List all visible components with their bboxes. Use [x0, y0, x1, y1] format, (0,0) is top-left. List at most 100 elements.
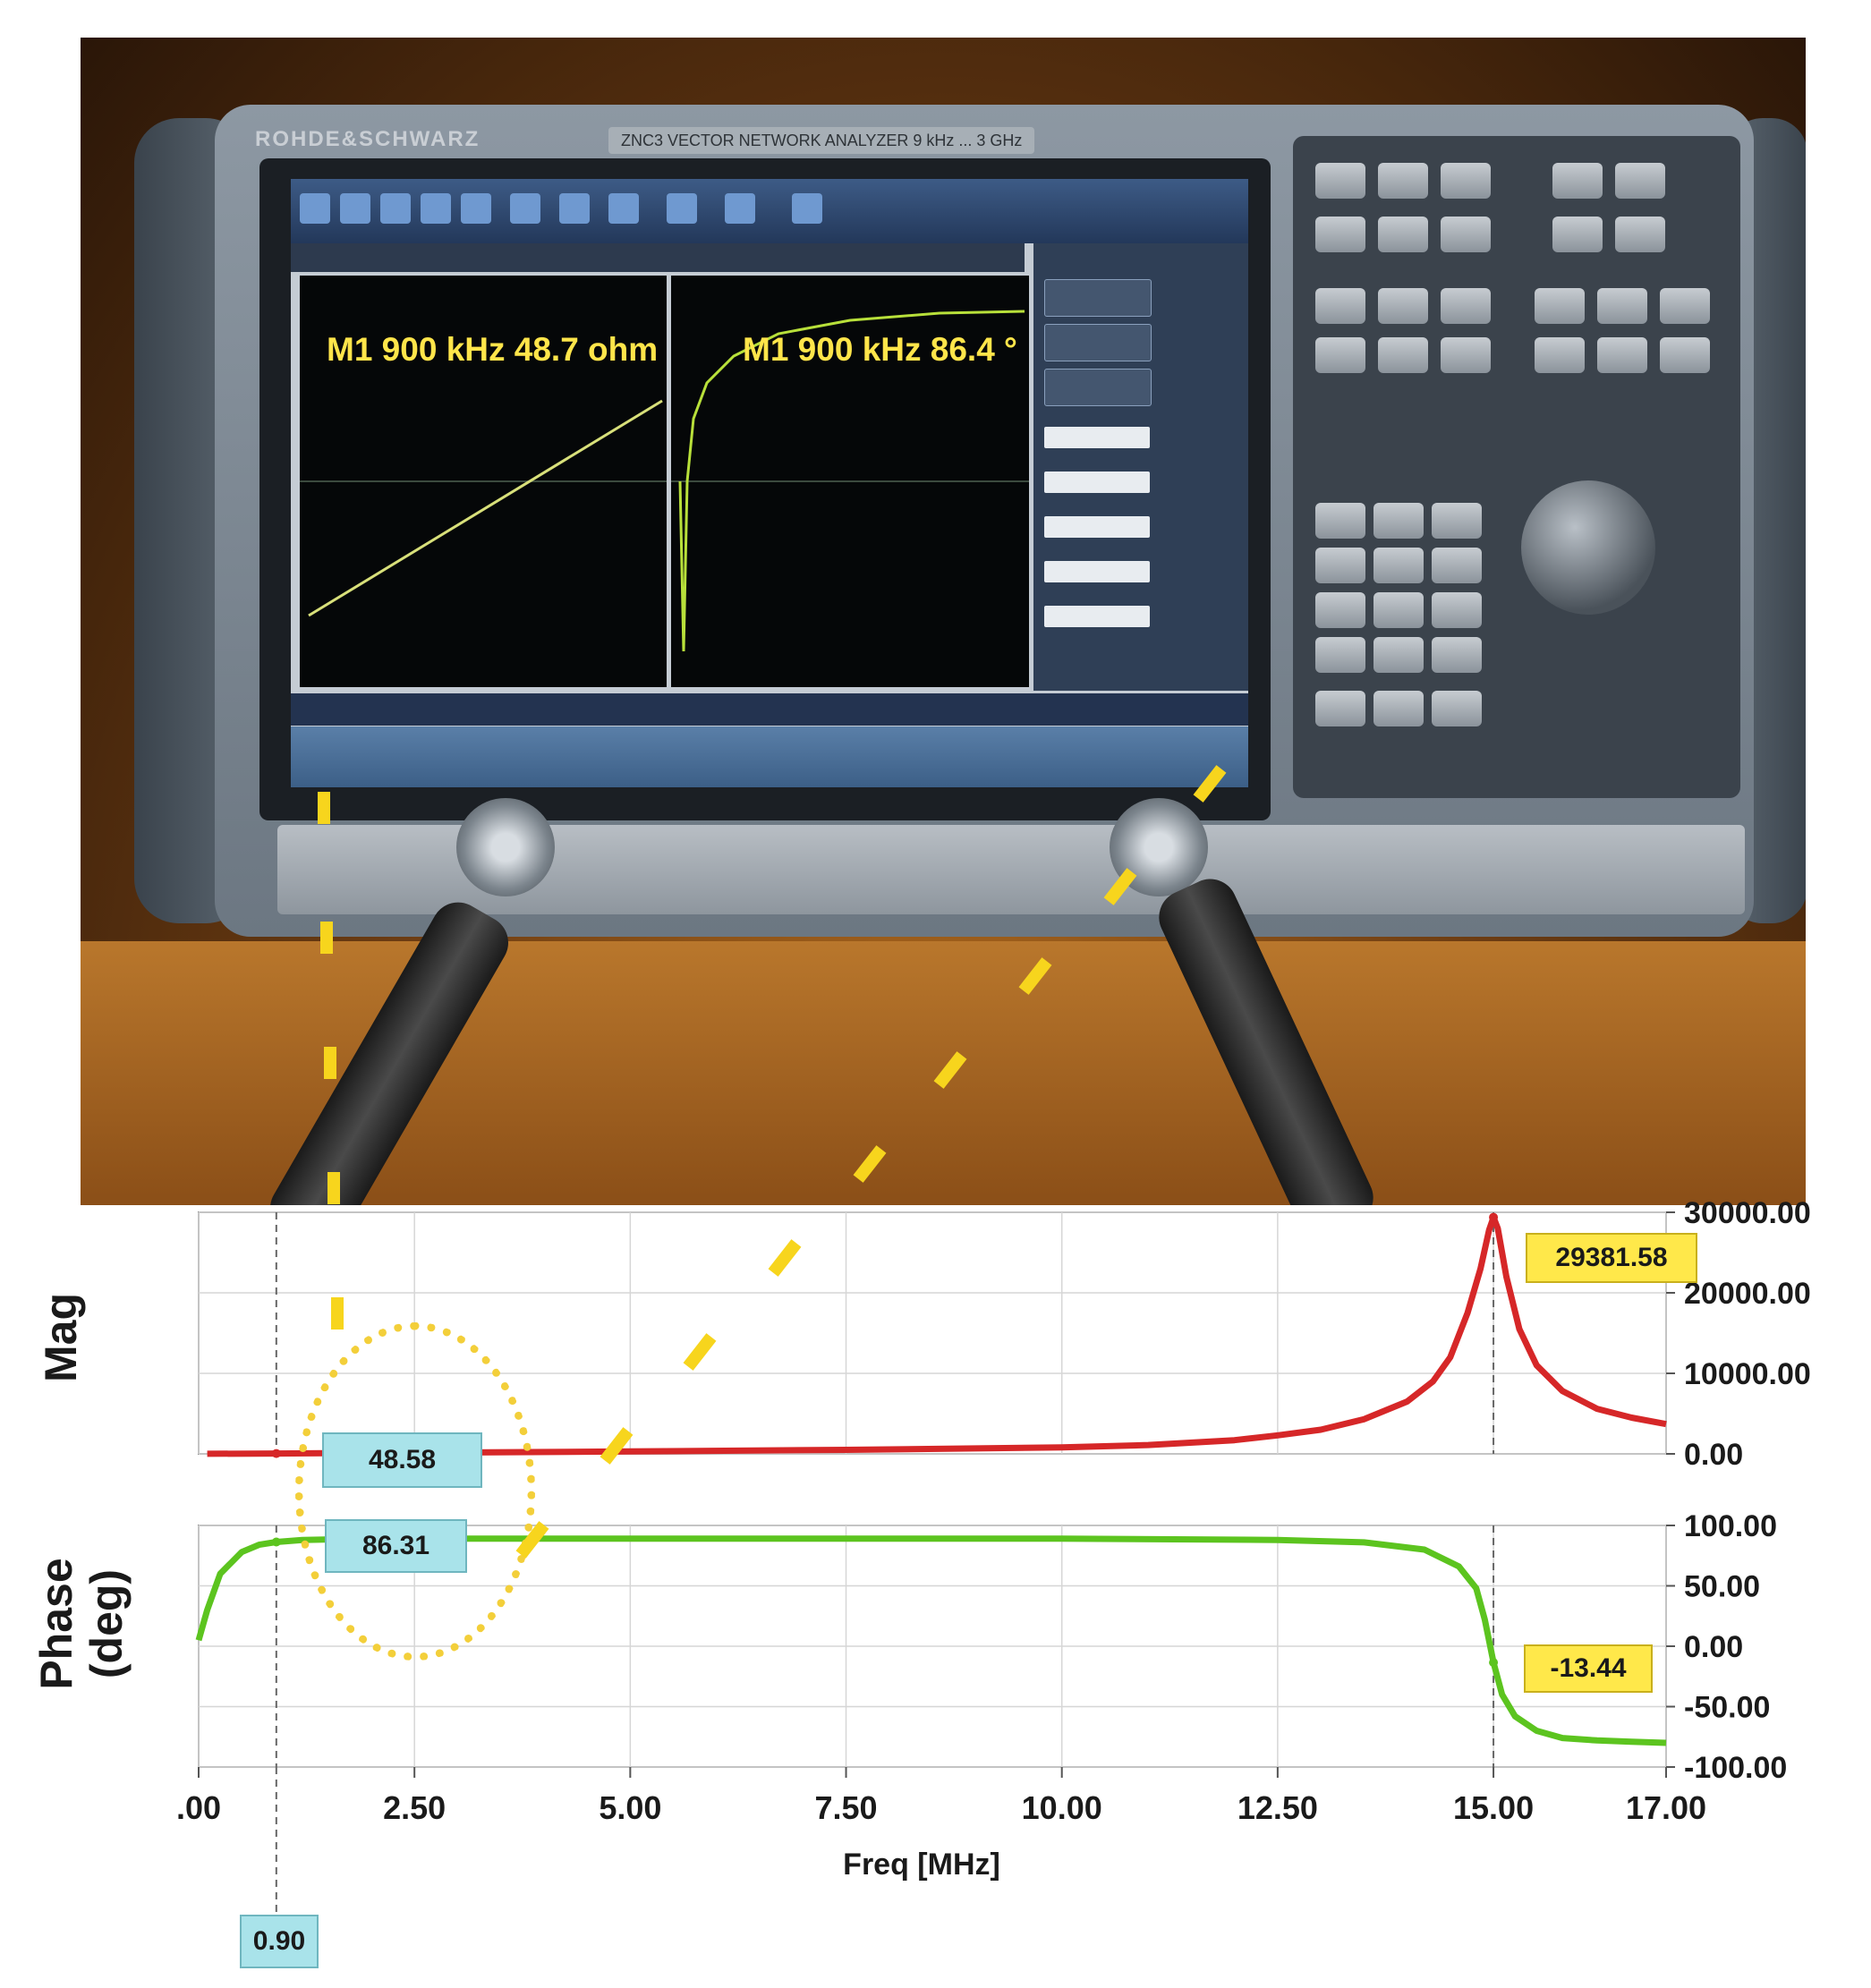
- brand-label: ROHDE&SCHWARZ: [255, 127, 481, 151]
- magnitude-y-tick-label: 30000.00: [1684, 1196, 1811, 1230]
- numeric-key: [1315, 637, 1365, 673]
- phase-y-tick-label: 50.00: [1684, 1570, 1760, 1604]
- x-tick-label: .00: [176, 1789, 221, 1826]
- model-label: ZNC3 VECTOR NETWORK ANALYZER 9 kHz ... 3…: [608, 127, 1035, 154]
- toolbar-icon: [667, 193, 697, 224]
- hard-key: [1535, 288, 1585, 324]
- x-tick-label: 17.00: [1626, 1789, 1706, 1826]
- ref-value-marker-button: [1044, 369, 1152, 406]
- phase-y-tick-label: -50.00: [1684, 1691, 1770, 1725]
- hard-key: [1660, 288, 1710, 324]
- hard-key: [1597, 337, 1647, 373]
- phase-series-line: [195, 1535, 1667, 1746]
- magnitude-y-tick-label: 10000.00: [1684, 1357, 1811, 1391]
- hard-key: [1378, 337, 1428, 373]
- numeric-key: [1373, 503, 1424, 539]
- numeric-key: [1432, 548, 1482, 583]
- overlay-marker-magnitude: M1 900 kHz 48.7 ohm: [327, 331, 659, 368]
- x-tick-label: 12.50: [1237, 1789, 1318, 1826]
- magnitude-y-tick-label: 0.00: [1684, 1438, 1743, 1472]
- mag-axis-title: Mag: [36, 1293, 86, 1382]
- numeric-key: [1315, 691, 1365, 726]
- magnitude-y-tick-label: 20000.00: [1684, 1277, 1811, 1311]
- hard-key: [1615, 163, 1665, 199]
- hard-key: [1315, 217, 1365, 252]
- toolbar-icon: [461, 193, 491, 224]
- hard-key: [1552, 217, 1603, 252]
- zoom-dash: [324, 1047, 336, 1079]
- auto-scale-trace-button: [1044, 279, 1152, 317]
- magnitude-annotation-point: [1489, 1212, 1499, 1222]
- x-tick-label: 5.00: [599, 1789, 661, 1826]
- hardkey-panel: [1293, 136, 1740, 798]
- toolbar-icon: [421, 193, 451, 224]
- toolbar-icon: [792, 193, 822, 224]
- hard-key: [1378, 288, 1428, 324]
- phase-axis-title: Phase (deg): [31, 1558, 132, 1690]
- numeric-key: [1432, 503, 1482, 539]
- phase-y-tick-label: -100.00: [1684, 1751, 1787, 1785]
- hard-key: [1660, 337, 1710, 373]
- hard-key: [1441, 288, 1491, 324]
- hard-key: [1378, 217, 1428, 252]
- x-tick-label: 2.50: [383, 1789, 446, 1826]
- vna-right-trace: [671, 310, 1029, 652]
- screen-tabs: [291, 243, 1025, 272]
- analyzer-screen: [291, 179, 1248, 787]
- zoom-dash: [318, 792, 330, 824]
- max-field: [1044, 561, 1150, 582]
- vna-trace-window-left: [300, 276, 667, 687]
- highlight-ellipse: [295, 1322, 535, 1661]
- phase-crossing-callout: -13.44: [1524, 1644, 1653, 1693]
- screen-taskbar: [291, 726, 1248, 787]
- phase-y-tick-label: 100.00: [1684, 1509, 1777, 1543]
- toolbar-icon: [608, 193, 639, 224]
- rotary-knob: [1521, 480, 1655, 615]
- hard-key: [1315, 337, 1365, 373]
- hard-key: [1552, 163, 1603, 199]
- hard-key: [1441, 163, 1491, 199]
- hard-key: [1441, 217, 1491, 252]
- vna-trace-window-right: [671, 276, 1029, 687]
- toolbar-icon: [510, 193, 540, 224]
- x-tick-label: 15.00: [1453, 1789, 1534, 1826]
- overlay-marker-phase: M1 900 kHz 86.4 °: [743, 331, 1017, 368]
- numeric-key: [1373, 548, 1424, 583]
- hard-key: [1441, 337, 1491, 373]
- ref-pos-field: [1044, 516, 1150, 538]
- zoom-dash: [331, 1297, 344, 1330]
- toolbar-icon: [725, 193, 755, 224]
- screen-toolbar: [291, 179, 1248, 243]
- phase-y-tick-label: 0.00: [1684, 1630, 1743, 1664]
- toolbar-icon: [300, 193, 330, 224]
- vna-left-trace: [300, 399, 667, 617]
- numeric-key: [1315, 503, 1365, 539]
- x-tick-label: 7.50: [814, 1789, 877, 1826]
- numeric-key: [1432, 592, 1482, 628]
- instrument-photo: ROHDE&SCHWARZ ZNC3 VECTOR NETWORK ANALYZ…: [81, 38, 1806, 1205]
- screen-status-bar: [291, 693, 1248, 726]
- port-1-connector: [456, 798, 555, 896]
- toolbar-icon: [340, 193, 370, 224]
- hard-key: [1315, 288, 1365, 324]
- min-field: [1044, 606, 1150, 627]
- ref-value-field: [1044, 472, 1150, 493]
- marker-frequency-callout: 0.90: [240, 1915, 319, 1968]
- numeric-key: [1432, 637, 1482, 673]
- phase-annotation-point: [1489, 1658, 1499, 1668]
- hard-key: [1597, 288, 1647, 324]
- toolbar-icon: [380, 193, 411, 224]
- scale-div-field: [1044, 427, 1150, 448]
- numeric-key: [1315, 548, 1365, 583]
- mag-peak-callout: 29381.58: [1526, 1233, 1697, 1283]
- x-axis-title: Freq [MHz]: [843, 1848, 1000, 1882]
- hard-key: [1315, 163, 1365, 199]
- hard-key: [1378, 163, 1428, 199]
- hard-key: [1615, 217, 1665, 252]
- auto-scale-diagram-button: [1044, 324, 1152, 361]
- numeric-key: [1432, 691, 1482, 726]
- zoom-dash: [320, 922, 333, 954]
- numeric-key: [1373, 592, 1424, 628]
- toolbar-icon: [559, 193, 590, 224]
- magnitude-series-line: [207, 1214, 1667, 1457]
